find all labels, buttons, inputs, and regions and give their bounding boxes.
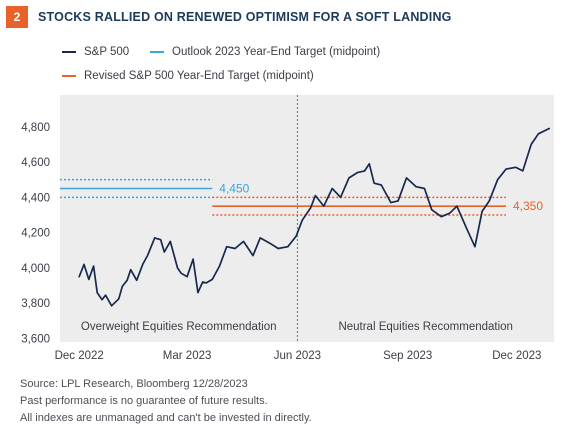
x-tick-label: Dec 2023 (492, 350, 541, 362)
neutral-region-label: Neutral Equities Recommendation (338, 321, 513, 333)
x-tick-label: Sep 2023 (383, 350, 432, 362)
x-tick-label: Dec 2022 (55, 350, 104, 362)
legend-revised: Revised S&P 500 Year-End Target (midpoin… (62, 70, 314, 82)
y-tick-label: 3,600 (21, 333, 50, 345)
x-tick-label: Mar 2023 (163, 350, 212, 362)
y-tick-label: 4,000 (21, 263, 50, 275)
reference-value-label: 4,450 (219, 182, 249, 196)
legend-revised-label: Revised S&P 500 Year-End Target (midpoin… (84, 70, 314, 82)
legend-sp500-swatch (62, 51, 76, 53)
plot-background (60, 95, 554, 342)
x-tick-label: Jun 2023 (274, 350, 321, 362)
legend-outlook: Outlook 2023 Year-End Target (midpoint) (150, 46, 380, 58)
y-tick-label: 4,600 (21, 157, 50, 169)
chart-header: 2 STOCKS RALLIED ON RENEWED OPTIMISM FOR… (0, 6, 452, 28)
overweight-region-label: Overweight Equities Recommendation (81, 321, 277, 333)
footnote-indexes: All indexes are unmanaged and can't be i… (20, 412, 312, 424)
y-tick-label: 4,800 (21, 122, 50, 134)
legend-revised-swatch (62, 75, 76, 77)
footnote-performance: Past performance is no guarantee of futu… (20, 395, 268, 407)
chart-title: STOCKS RALLIED ON RENEWED OPTIMISM FOR A… (38, 10, 452, 24)
y-tick-label: 4,400 (21, 192, 50, 204)
reference-value-label: 4,350 (513, 199, 543, 213)
figure-number-badge: 2 (6, 6, 28, 28)
legend-sp500-label: S&P 500 (84, 46, 130, 58)
footnote-source: Source: LPL Research, Bloomberg 12/28/20… (20, 378, 248, 390)
legend-outlook-label: Outlook 2023 Year-End Target (midpoint) (172, 46, 381, 58)
legend-outlook-swatch (150, 51, 164, 53)
y-tick-label: 3,800 (21, 298, 50, 310)
legend-sp500: S&P 500 (62, 46, 129, 58)
sp500-series-line (78, 127, 551, 307)
y-tick-label: 4,200 (21, 228, 50, 240)
